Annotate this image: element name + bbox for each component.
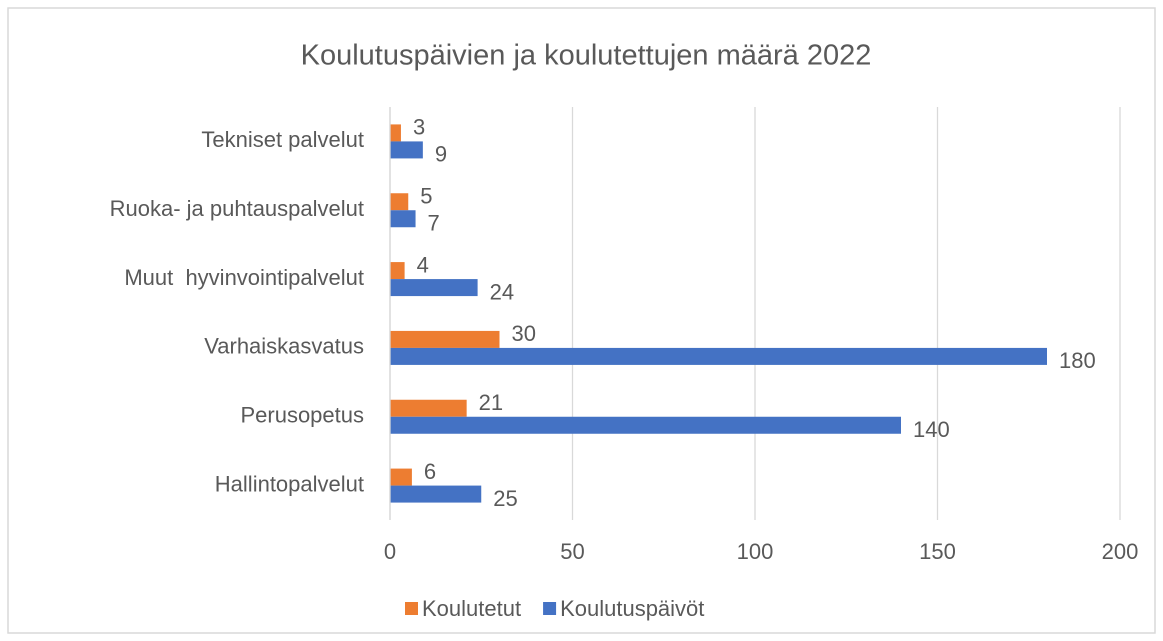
x-tick-label: 150 <box>919 539 956 564</box>
bar <box>390 210 416 228</box>
data-label: 21 <box>479 390 503 415</box>
bar <box>390 416 901 434</box>
chart-border <box>7 7 1156 634</box>
bar <box>390 485 482 503</box>
y-tick-label: Hallintopalvelut <box>215 471 364 496</box>
x-tick-label: 0 <box>384 539 396 564</box>
bar <box>390 399 467 417</box>
data-label: 180 <box>1059 348 1096 373</box>
y-tick-label: Tekniset palvelut <box>201 127 364 152</box>
bar <box>390 347 1047 365</box>
data-label: 30 <box>512 321 536 346</box>
bar <box>390 193 409 211</box>
data-label: 5 <box>420 184 432 209</box>
data-label: 24 <box>490 279 514 304</box>
data-label: 4 <box>417 252 429 277</box>
x-tick-label: 200 <box>1102 539 1139 564</box>
bar <box>390 468 412 486</box>
data-label: 140 <box>913 417 950 442</box>
y-tick-label: Muut hyvinvointipalvelut <box>124 265 364 290</box>
x-tick-label: 100 <box>737 539 774 564</box>
y-tick-label: Ruoka- ja puhtauspalvelut <box>110 196 364 221</box>
bar <box>390 124 401 142</box>
bar <box>390 262 405 280</box>
legend-label: Koulutuspäivöt <box>560 596 704 621</box>
bar <box>390 141 423 159</box>
data-label: 7 <box>428 211 440 236</box>
chart-title: Koulutuspäivien ja koulutettujen määrä 2… <box>301 40 872 72</box>
legend-label: Koulutetut <box>422 596 521 621</box>
data-label: 9 <box>435 142 447 167</box>
legend-swatch <box>543 602 557 615</box>
y-tick-label: Varhaiskasvatus <box>204 334 364 359</box>
y-tick-label: Perusopetus <box>240 403 364 428</box>
x-tick-label: 50 <box>560 539 584 564</box>
data-label: 6 <box>424 459 436 484</box>
data-label: 3 <box>413 115 425 140</box>
bar <box>390 330 500 348</box>
data-label: 25 <box>493 486 517 511</box>
bar <box>390 279 478 297</box>
legend-swatch <box>405 602 418 615</box>
